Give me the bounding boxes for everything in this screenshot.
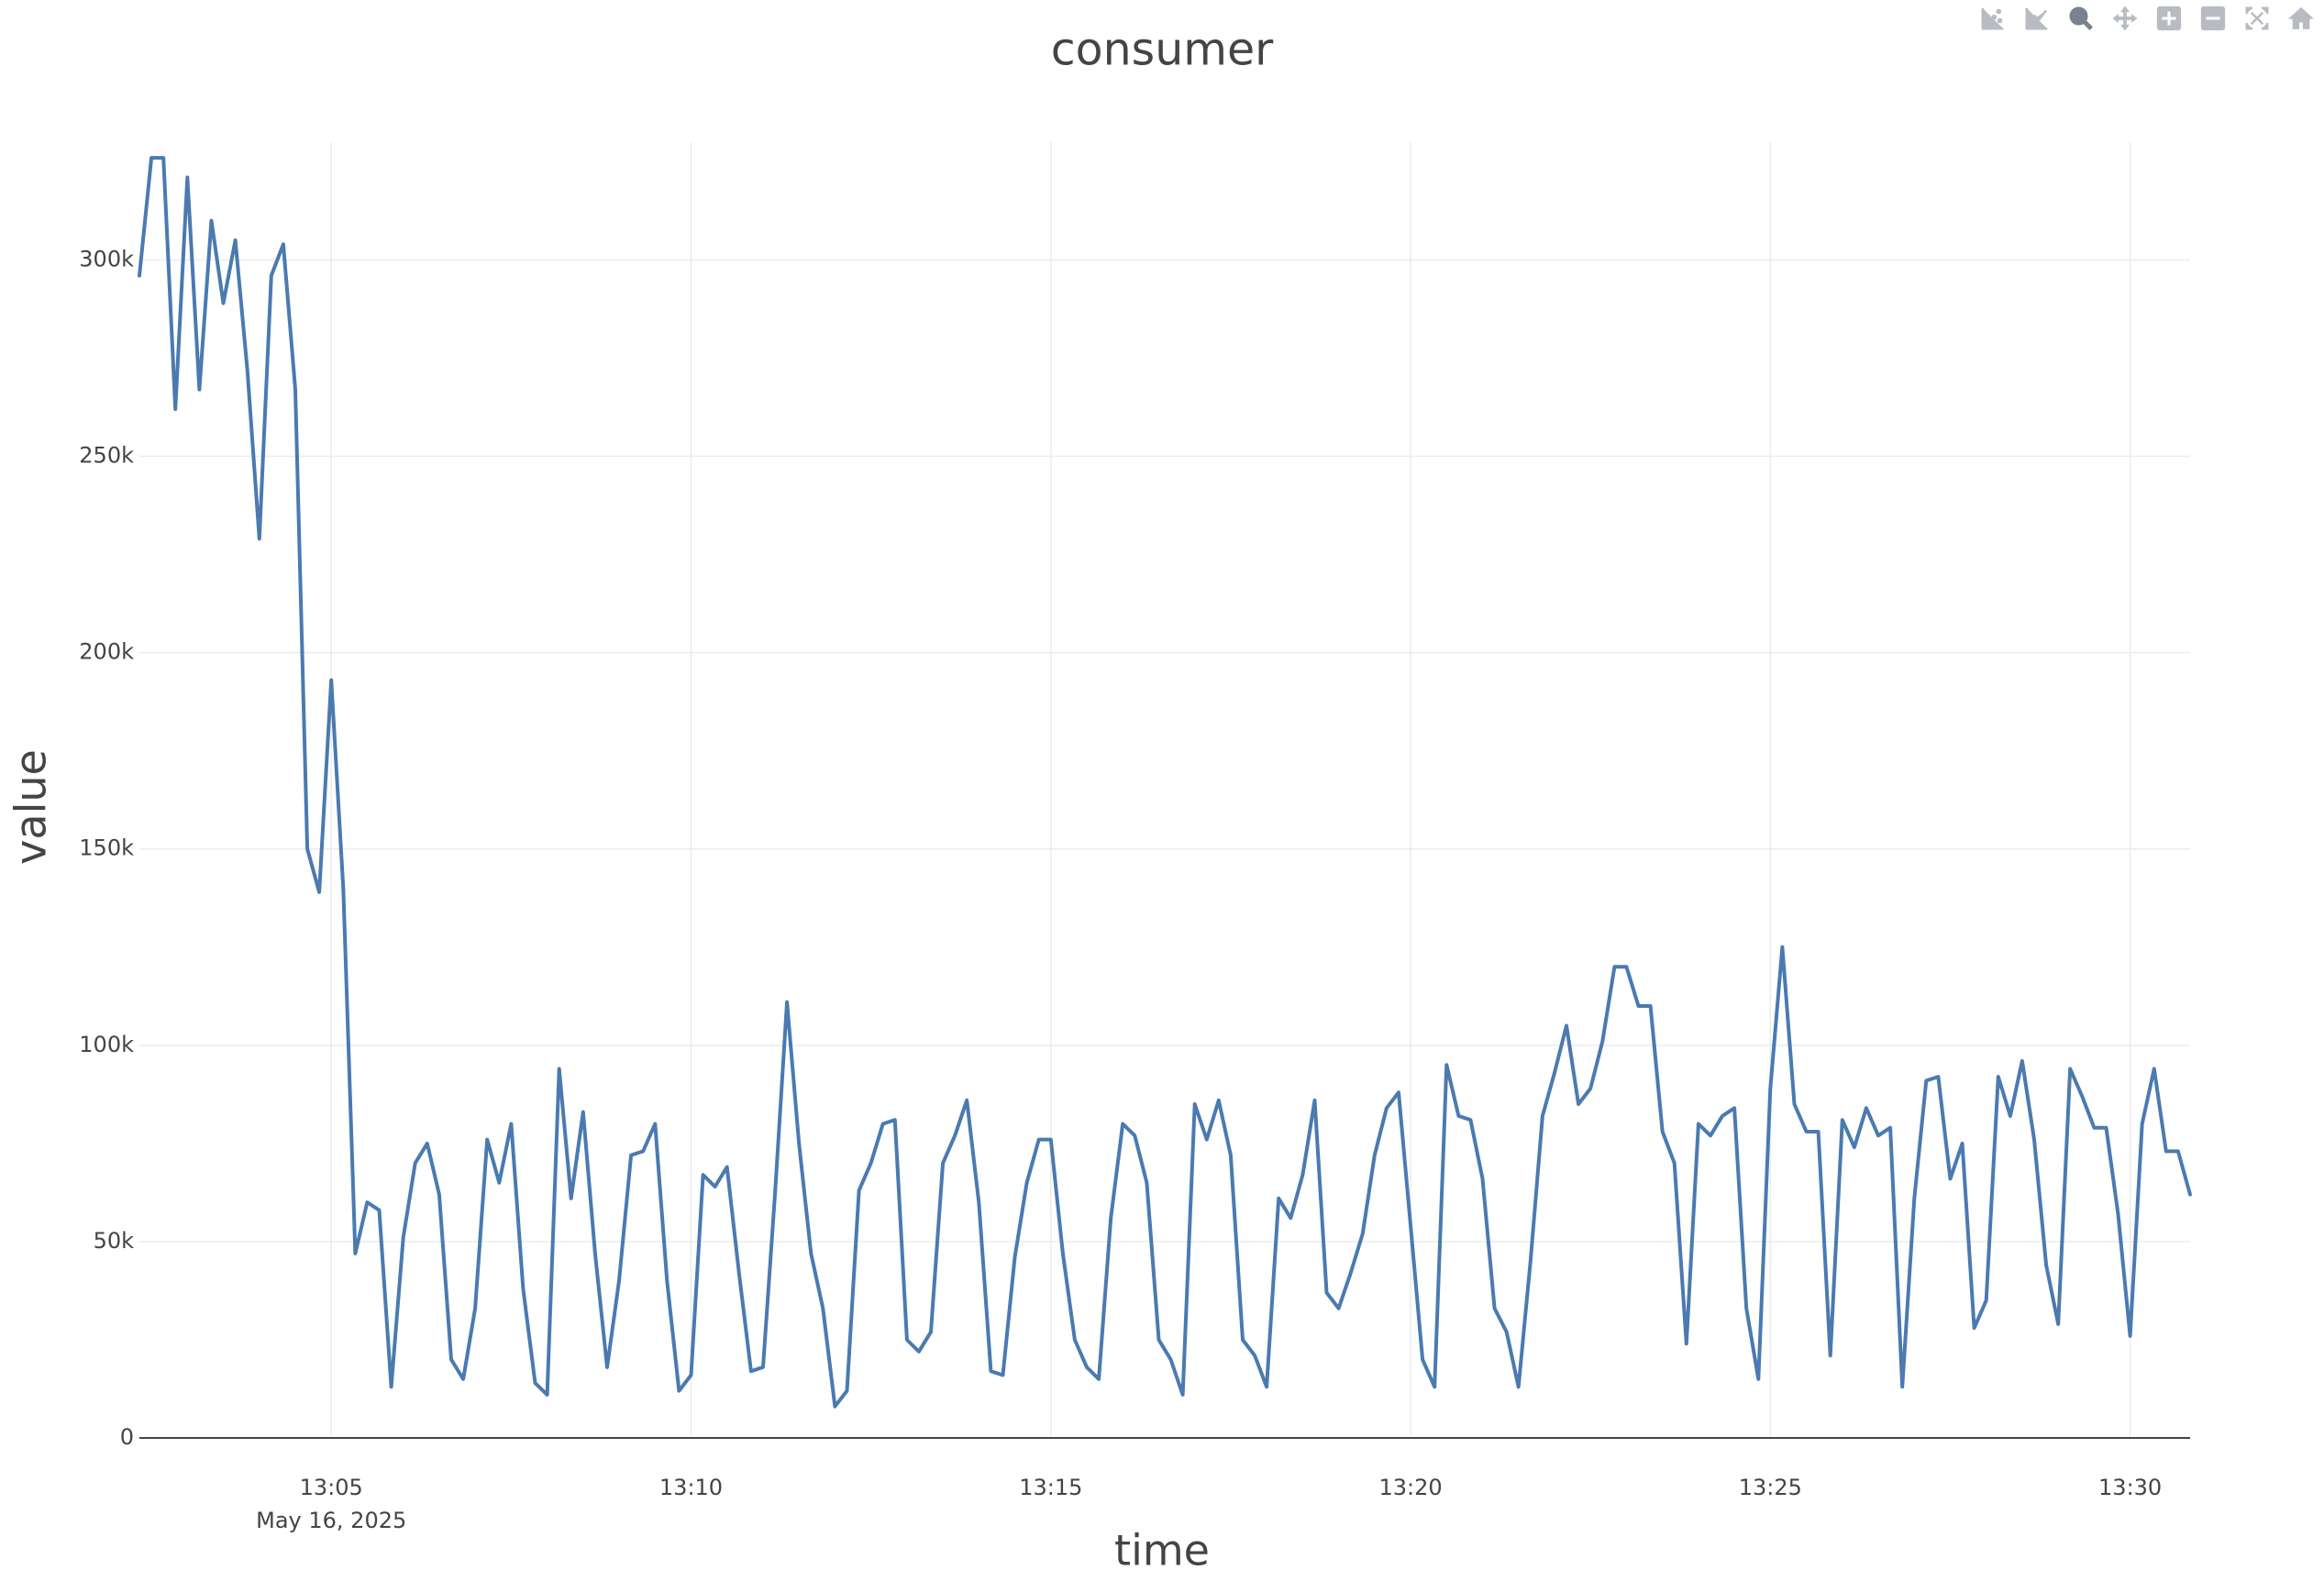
pan-button[interactable] xyxy=(2109,3,2141,34)
autoscale-icon xyxy=(2245,6,2269,30)
y-tick-label: 150k xyxy=(79,835,134,861)
x-tick-labels: 13:05 May 16, 2025 13:10 13:15 13:20 13:25 13:… xyxy=(256,1475,2162,1533)
zoom-out-button[interactable] xyxy=(2197,3,2229,34)
x-tick-label: 13:20 xyxy=(1378,1475,1442,1500)
y-axis-title: value xyxy=(6,749,56,865)
zoom-icon xyxy=(2069,6,2094,31)
zoom-in-button[interactable] xyxy=(2153,3,2185,34)
x-tick-label: 13:30 xyxy=(2098,1475,2162,1500)
y-tick-label: 100k xyxy=(79,1032,134,1057)
zoom-in-icon xyxy=(2156,6,2182,31)
x-tick-sublabel: May 16, 2025 xyxy=(256,1508,406,1533)
y-tick-label: 300k xyxy=(79,246,134,271)
zoom-out-icon xyxy=(2200,6,2226,31)
x-tick-label: 13:05 xyxy=(300,1475,363,1500)
pan-icon xyxy=(2112,6,2138,31)
compare-data-button[interactable] xyxy=(1977,3,2009,34)
modebar xyxy=(1977,0,2324,37)
reset-axes-button[interactable] xyxy=(2285,3,2317,34)
x-tick-label: 13:10 xyxy=(659,1475,723,1500)
y-tick-labels: 0 50k 100k 150k 200k 250k 300k xyxy=(79,246,134,1450)
y-tick-label: 200k xyxy=(79,639,134,665)
show-closest-data-button[interactable] xyxy=(2021,3,2053,34)
y-tick-label: 50k xyxy=(94,1228,135,1254)
y-tick-label: 0 xyxy=(120,1424,134,1450)
zoom-button[interactable] xyxy=(2065,3,2097,34)
chart-title: consumer xyxy=(1051,24,1274,76)
compare-data-icon xyxy=(1981,7,2004,30)
gridlines xyxy=(139,142,2190,1438)
x-tick-label: 13:25 xyxy=(1739,1475,1802,1500)
series-layer[interactable] xyxy=(138,156,2192,1409)
x-tick-label: 13:15 xyxy=(1019,1475,1082,1500)
x-axis-title: time xyxy=(1114,1526,1210,1570)
show-closest-data-icon xyxy=(2025,7,2048,30)
autoscale-button[interactable] xyxy=(2241,3,2273,34)
home-icon xyxy=(2287,6,2315,29)
series-line[interactable] xyxy=(138,156,2192,1409)
y-tick-label: 250k xyxy=(79,443,134,469)
